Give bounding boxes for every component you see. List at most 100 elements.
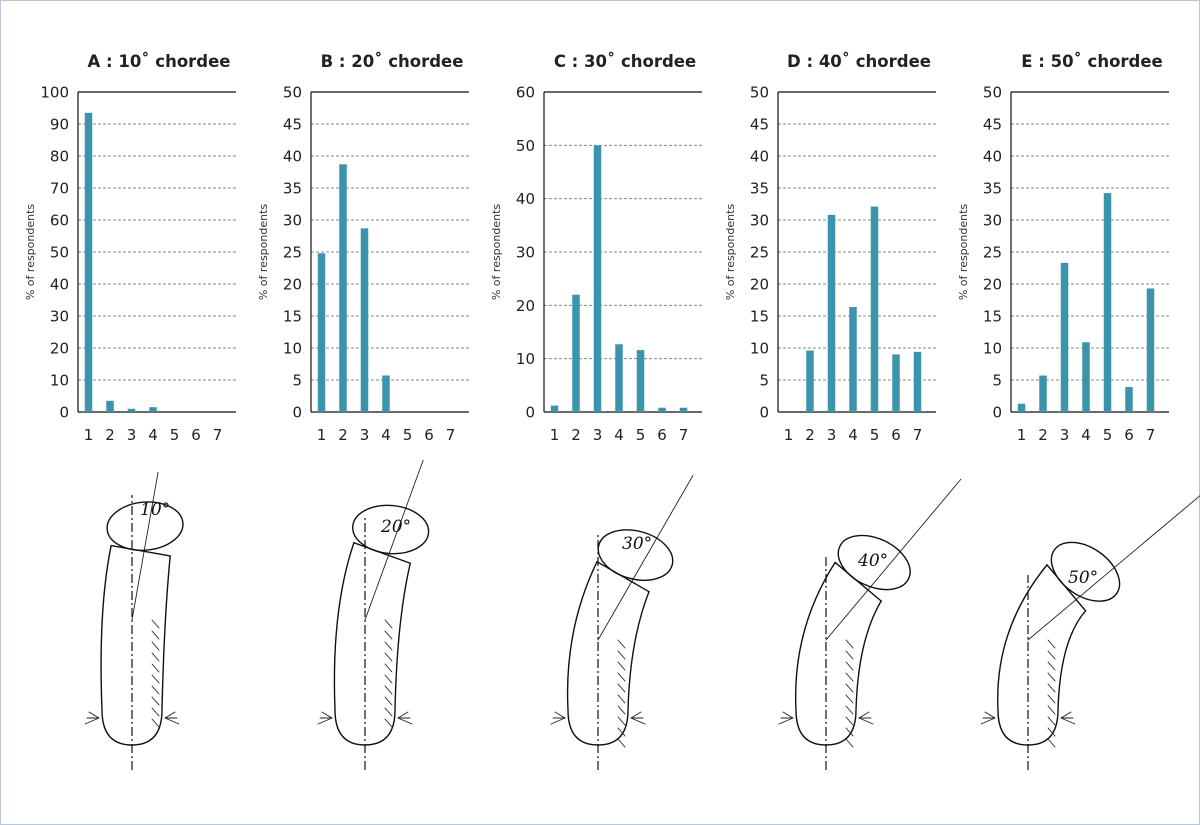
x-tick-label: 6 [657, 426, 667, 444]
hair-stroke [164, 711, 176, 719]
hair-stroke [164, 717, 180, 725]
y-tick-label: 10 [750, 340, 769, 358]
y-tick-label: 10 [283, 340, 302, 358]
x-tick-label: 7 [1146, 426, 1156, 444]
bar-5 [636, 350, 645, 412]
bar-7 [679, 407, 688, 412]
y-tick-label: 0 [992, 404, 1002, 422]
shaft-outline [997, 564, 1087, 746]
y-tick-label: 10 [516, 350, 535, 368]
bar-4 [1082, 342, 1090, 412]
shading-stroke [384, 674, 393, 684]
hair-stroke [630, 717, 646, 725]
shading-stroke [1047, 672, 1056, 682]
chart-title: B : 20˚ chordee [321, 52, 464, 71]
hair-stroke [782, 711, 794, 719]
y-tick-label: 25 [283, 244, 302, 262]
chordee-illustration-d: 40° [778, 478, 962, 770]
hair-stroke [858, 717, 874, 725]
shading-stroke [1047, 694, 1056, 704]
y-tick-label: 45 [983, 116, 1002, 134]
hair-stroke [778, 717, 794, 725]
y-tick-label: 35 [983, 180, 1002, 198]
shading-stroke [845, 661, 854, 671]
shading-stroke [1047, 639, 1056, 649]
y-tick-label: 30 [50, 308, 69, 326]
y-tick-label: 35 [283, 180, 302, 198]
angle-reference-line [131, 471, 159, 621]
y-tick-label: 40 [50, 276, 69, 294]
bar-6 [892, 354, 900, 412]
shaft-outline [794, 561, 882, 746]
shading-stroke [151, 663, 160, 673]
x-tick-label: 1 [550, 426, 560, 444]
y-tick-label: 60 [50, 212, 69, 230]
bar-2 [572, 294, 580, 412]
chordee-illustration-c: 30° [550, 475, 694, 770]
angle-reference-line [825, 478, 962, 641]
y-tick-label: 10 [50, 372, 69, 390]
shading-stroke [151, 685, 160, 695]
y-tick-label: 0 [59, 404, 69, 422]
y-tick-label: 50 [750, 84, 769, 102]
shading-stroke [384, 630, 393, 640]
bar-4 [149, 407, 157, 412]
y-tick-label: 40 [516, 190, 535, 208]
x-tick-label: 2 [1038, 426, 1048, 444]
x-tick-label: 7 [446, 426, 456, 444]
shading-stroke [845, 672, 854, 682]
y-tick-label: 30 [750, 212, 769, 230]
x-tick-label: 6 [1124, 426, 1134, 444]
y-tick-label: 35 [750, 180, 769, 198]
y-axis-label: % of respondents [257, 204, 270, 301]
corona-band [110, 544, 171, 557]
angle-reference-line [1027, 495, 1200, 641]
hair-stroke [321, 711, 333, 719]
x-tick-label: 6 [424, 426, 434, 444]
x-tick-label: 5 [1103, 426, 1113, 444]
chordee-illustration-e: 50° [980, 495, 1200, 770]
bar-3 [593, 145, 602, 413]
shading-stroke [384, 641, 393, 651]
shaft-outline [100, 544, 171, 746]
y-tick-label: 25 [983, 244, 1002, 262]
x-tick-label: 7 [913, 426, 923, 444]
y-tick-label: 20 [750, 276, 769, 294]
y-tick-label: 15 [983, 308, 1002, 326]
glans-outline [352, 504, 430, 555]
y-axis-label: % of respondents [957, 204, 970, 301]
angle-reference-line [597, 475, 694, 641]
shading-stroke [151, 696, 160, 706]
hair-stroke [317, 717, 333, 725]
y-axis-label: % of respondents [490, 204, 503, 301]
corona-band [596, 560, 650, 593]
hair-stroke [397, 711, 409, 719]
y-tick-label: 5 [759, 372, 769, 390]
y-tick-label: 40 [750, 148, 769, 166]
x-tick-label: 3 [593, 426, 603, 444]
shading-stroke [845, 738, 854, 748]
glans-outline [837, 534, 911, 591]
x-tick-label: 2 [105, 426, 115, 444]
y-tick-label: 20 [50, 340, 69, 358]
y-tick-label: 45 [283, 116, 302, 134]
chart-title: D : 40˚ chordee [787, 52, 931, 71]
hair-stroke [88, 711, 100, 719]
angle-label: 40° [857, 551, 888, 571]
bar-6 [658, 407, 666, 412]
x-tick-label: 3 [827, 426, 837, 444]
shading-stroke [845, 694, 854, 704]
glans-outline [597, 529, 674, 581]
shading-stroke [151, 718, 160, 728]
chart-panel-d: D : 40˚ chordee% of respondents051015202… [724, 52, 936, 444]
y-axis-label: % of respondents [24, 204, 37, 301]
corona-band [834, 561, 882, 602]
shading-stroke [1047, 727, 1056, 737]
bar-7 [913, 351, 922, 412]
chart-title: A : 10˚ chordee [87, 52, 230, 71]
hair-stroke [397, 717, 413, 725]
y-tick-label: 10 [983, 340, 1002, 358]
bar-1 [84, 112, 93, 413]
x-tick-label: 4 [614, 426, 624, 444]
